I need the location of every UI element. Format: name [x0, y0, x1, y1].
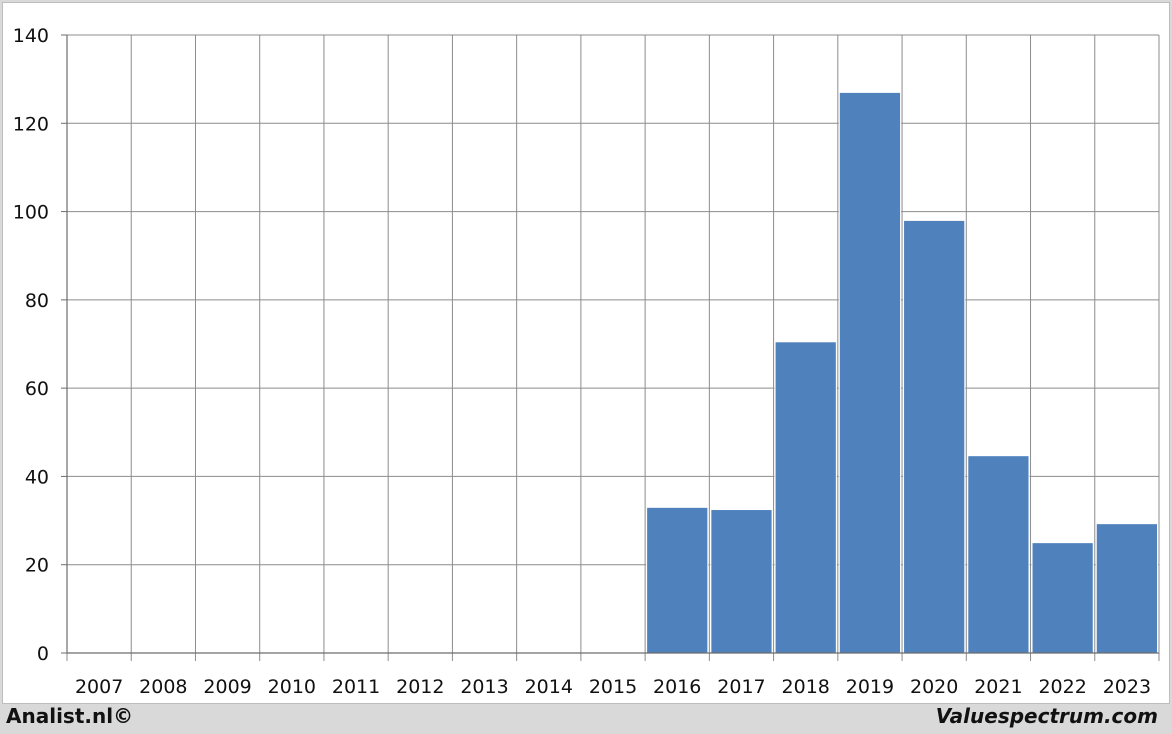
x-tick-label: 2023	[1103, 676, 1151, 698]
bar-2018	[774, 341, 837, 654]
x-tick-label: 2015	[589, 676, 637, 698]
y-tick-label: 60	[25, 378, 49, 400]
y-tick-label: 0	[37, 643, 49, 665]
bar-2023	[1095, 523, 1158, 654]
analist-credit: Analist.nl©	[6, 704, 134, 728]
x-tick-label: 2022	[1038, 676, 1086, 698]
x-tick-label: 2019	[846, 676, 894, 698]
y-tick-label: 80	[25, 290, 49, 312]
bar-2022	[1031, 542, 1094, 654]
bars	[646, 91, 1158, 654]
bar-2019	[838, 91, 902, 654]
x-tick-label: 2012	[396, 676, 444, 698]
x-tick-label: 2017	[717, 676, 765, 698]
bar-2016	[646, 506, 709, 654]
axes	[61, 34, 1160, 661]
gridlines	[66, 34, 1160, 653]
y-tick-label: 20	[25, 555, 49, 577]
x-tick-label: 2009	[203, 676, 251, 698]
valuespectrum-credit: Valuespectrum.com	[935, 704, 1158, 728]
x-tick-label: 2016	[653, 676, 701, 698]
bar-2021	[967, 455, 1030, 654]
bar-2020	[903, 219, 966, 654]
x-tick-label: 2018	[782, 676, 830, 698]
y-tick-label: 40	[25, 466, 49, 488]
bar-2017	[710, 509, 773, 654]
chart-frame: 0 20 40 60 80 100 120 140 2007 2008 2009 2010 2011 20…	[2, 2, 1170, 704]
x-tick-label: 2008	[139, 676, 187, 698]
y-tick-label: 120	[13, 113, 49, 135]
x-tick-label: 2010	[268, 676, 316, 698]
x-tick-label: 2014	[525, 676, 573, 698]
x-tick-label: 2013	[460, 676, 508, 698]
x-tick-label: 2020	[910, 676, 958, 698]
bar-chart: 0 20 40 60 80 100 120 140 2007 2008 2009 2010 2011 20…	[13, 25, 1160, 698]
tick-labels: 0 20 40 60 80 100 120 140 2007 2008 2009 2010 2011 20…	[13, 25, 1151, 698]
x-tick-label: 2007	[75, 676, 123, 698]
y-tick-label: 140	[13, 25, 49, 47]
x-tick-label: 2011	[332, 676, 380, 698]
y-tick-label: 100	[13, 202, 49, 224]
x-tick-label: 2021	[974, 676, 1022, 698]
